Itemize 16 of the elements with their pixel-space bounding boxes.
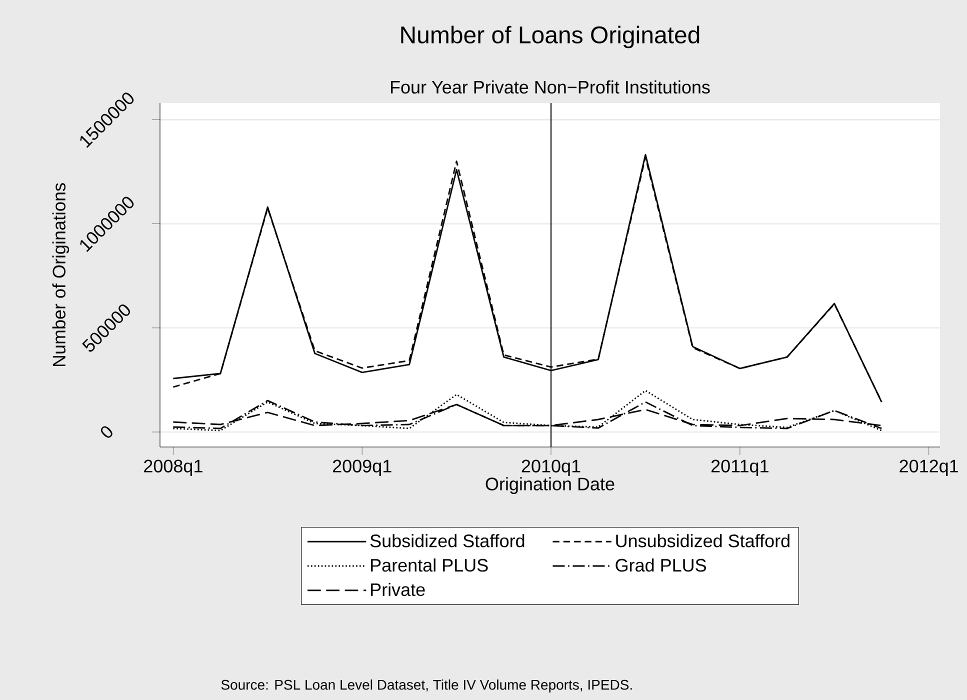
- x-axis-title: Origination Date: [486, 477, 614, 494]
- y-tick-label: 0: [100, 426, 112, 438]
- x-tick-label: 2010q1: [522, 460, 580, 476]
- x-tick-label: 2011q1: [711, 460, 768, 476]
- x-tick-label: 2012q1: [900, 460, 958, 476]
- legend-label: Grad PLUS: [616, 558, 706, 572]
- legend-label: Subsidized Stafford: [370, 534, 524, 548]
- chart-subtitle: Four Year Private Non−Profit Institutions: [390, 80, 710, 94]
- legend-label: Private: [371, 582, 425, 596]
- y-axis-title: Number of Originations: [52, 183, 70, 366]
- x-tick-label: 2009q1: [332, 460, 392, 476]
- x-tick-label: 2008q1: [144, 460, 202, 476]
- source-note: Source: PSL Loan Level Dataset, Title IV Volume Reports, IPEDS.: [221, 679, 632, 693]
- chart-title: Number of Loans Originated: [401, 26, 700, 48]
- legend-label: Parental PLUS: [371, 558, 488, 572]
- legend-label: Unsubsidized Stafford: [616, 534, 790, 548]
